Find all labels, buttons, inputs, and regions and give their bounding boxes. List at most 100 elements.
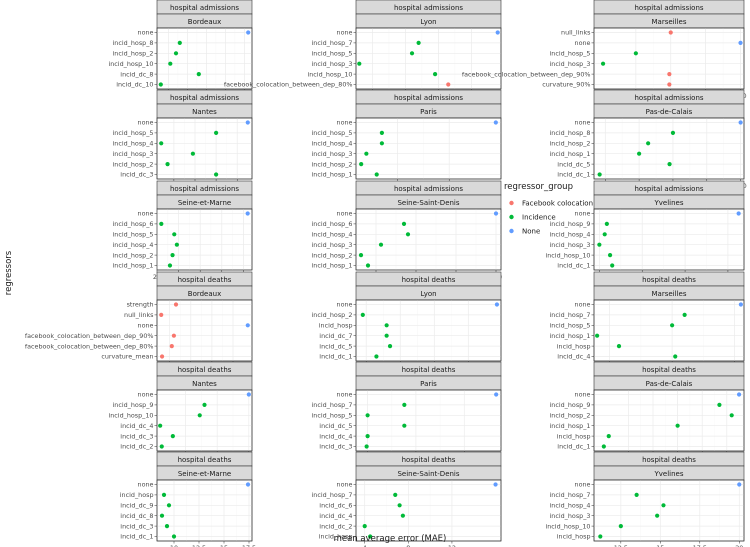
data-point bbox=[177, 40, 182, 46]
data-point bbox=[738, 120, 743, 125]
y-tick-label: incid_hosp_1 bbox=[550, 422, 591, 430]
data-point bbox=[682, 312, 687, 317]
y-tick-label: incid_dc_2 bbox=[120, 443, 153, 451]
data-point bbox=[595, 333, 600, 338]
y-tick-label: facebook_colocation_between_dep_90% bbox=[25, 332, 154, 340]
x-tick-label: 10 bbox=[170, 544, 178, 547]
y-tick-label: incid_hosp bbox=[319, 533, 353, 541]
y-tick-label: incid_hosp_1 bbox=[550, 332, 591, 340]
data-point bbox=[738, 40, 743, 46]
panel-strip-region-label: Paris bbox=[420, 108, 437, 116]
y-tick-label: incid_hosp_10 bbox=[545, 522, 590, 530]
data-point bbox=[368, 534, 373, 539]
y-tick-label: incid_dc_5 bbox=[319, 342, 352, 350]
data-point bbox=[604, 221, 609, 226]
data-point bbox=[173, 302, 179, 307]
data-point bbox=[493, 120, 498, 125]
data-point bbox=[606, 434, 611, 439]
legend-key-point bbox=[509, 200, 514, 206]
data-point bbox=[246, 30, 251, 35]
data-point bbox=[409, 51, 415, 56]
y-tick-label: incid_dc_4 bbox=[557, 353, 590, 361]
panel-strip-outcome-label: hospital admissions bbox=[394, 4, 463, 12]
y-tick-label: none bbox=[138, 29, 154, 37]
y-tick-label: incid_hosp bbox=[557, 342, 591, 350]
y-tick-label: none bbox=[575, 39, 591, 47]
panel-border bbox=[156, 208, 253, 271]
y-tick-label: none bbox=[138, 481, 154, 489]
y-tick-label: incid_hosp_7 bbox=[550, 491, 591, 499]
y-tick-label: incid_hosp_9 bbox=[550, 401, 591, 409]
data-point bbox=[374, 172, 379, 177]
data-point bbox=[729, 413, 734, 418]
y-tick-label: incid_dc_1 bbox=[557, 171, 590, 179]
panel-border bbox=[593, 208, 745, 271]
data-point bbox=[402, 402, 407, 407]
data-point bbox=[159, 513, 165, 518]
panel-strip-outcome-label: hospital admissions bbox=[634, 94, 703, 102]
data-point bbox=[362, 524, 367, 529]
data-point bbox=[738, 302, 743, 307]
y-tick-label: none bbox=[337, 301, 353, 309]
panel-strip-region-label: Seine-et-Marne bbox=[178, 470, 231, 478]
y-tick-label: incid_hosp_5 bbox=[312, 129, 353, 137]
panel-strip-outcome-label: hospital deaths bbox=[642, 456, 696, 464]
data-point bbox=[158, 82, 163, 87]
data-point bbox=[245, 482, 251, 487]
y-tick-label: incid_hosp_2 bbox=[550, 412, 591, 420]
y-tick-label: incid_hosp_8 bbox=[550, 129, 591, 137]
panel-border bbox=[355, 389, 502, 452]
y-tick-label: incid_hosp_5 bbox=[550, 322, 591, 330]
y-tick-label: incid_hosp_7 bbox=[312, 401, 353, 409]
legend-entry-label: Facebook colocation bbox=[522, 200, 593, 208]
panel-strip-region-label: Seine-Saint-Denis bbox=[397, 470, 459, 478]
panel-border bbox=[593, 117, 745, 180]
y-tick-label: incid_hosp_3 bbox=[312, 241, 353, 249]
panel-border bbox=[355, 208, 502, 271]
panel-strip-region-label: Pas-de-Calais bbox=[646, 108, 693, 116]
y-tick-label: incid_hosp_3 bbox=[113, 150, 154, 158]
y-tick-label: none bbox=[575, 301, 591, 309]
y-tick-label: incid_hosp_1 bbox=[550, 150, 591, 158]
data-point bbox=[168, 61, 173, 66]
y-tick-label: none bbox=[138, 119, 154, 127]
panel-plot-area bbox=[355, 117, 502, 180]
panel-strip-outcome-label: hospital deaths bbox=[642, 366, 696, 374]
y-tick-label: incid_hosp_5 bbox=[550, 50, 591, 58]
y-tick-label: incid_hosp_9 bbox=[113, 401, 154, 409]
data-point bbox=[158, 423, 163, 428]
y-tick-label: none bbox=[337, 29, 353, 37]
data-point bbox=[359, 162, 364, 167]
panel-plot-area bbox=[593, 479, 745, 542]
panel-plot-area bbox=[593, 299, 745, 362]
x-tick-label: 17.5 bbox=[242, 544, 256, 547]
panel-plot-area bbox=[156, 479, 253, 542]
y-tick-label: incid_dc_7 bbox=[319, 332, 352, 340]
data-point bbox=[214, 172, 219, 177]
panel-strip-outcome-label: hospital deaths bbox=[178, 366, 232, 374]
panel-plot-area bbox=[156, 389, 253, 452]
data-point bbox=[401, 221, 407, 226]
panel-border bbox=[593, 389, 745, 452]
panel-strip-region-label: Yvelines bbox=[653, 199, 683, 207]
data-point bbox=[670, 323, 675, 328]
panel-strip-outcome-label: hospital admissions bbox=[634, 185, 703, 193]
data-point bbox=[196, 72, 201, 77]
panel-strip-outcome-label: hospital admissions bbox=[170, 4, 239, 12]
y-tick-label: incid_hosp_7 bbox=[312, 39, 353, 47]
x-tick-label: 8 bbox=[406, 544, 410, 547]
y-tick-label: incid_hosp_7 bbox=[550, 311, 591, 319]
data-point bbox=[736, 392, 742, 397]
panel-border bbox=[593, 479, 745, 542]
data-point bbox=[737, 482, 742, 487]
y-tick-label: incid_dc_9 bbox=[120, 502, 153, 510]
data-point bbox=[374, 354, 379, 359]
data-point bbox=[670, 130, 676, 135]
data-point bbox=[646, 141, 651, 146]
panel-plot-area bbox=[156, 208, 253, 271]
y-tick-label: incid_hosp_5 bbox=[312, 412, 353, 420]
data-point bbox=[379, 130, 384, 135]
x-tick-label: 12.5 bbox=[614, 544, 628, 547]
y-tick-label: incid_hosp_8 bbox=[113, 39, 154, 47]
data-point bbox=[634, 492, 639, 497]
